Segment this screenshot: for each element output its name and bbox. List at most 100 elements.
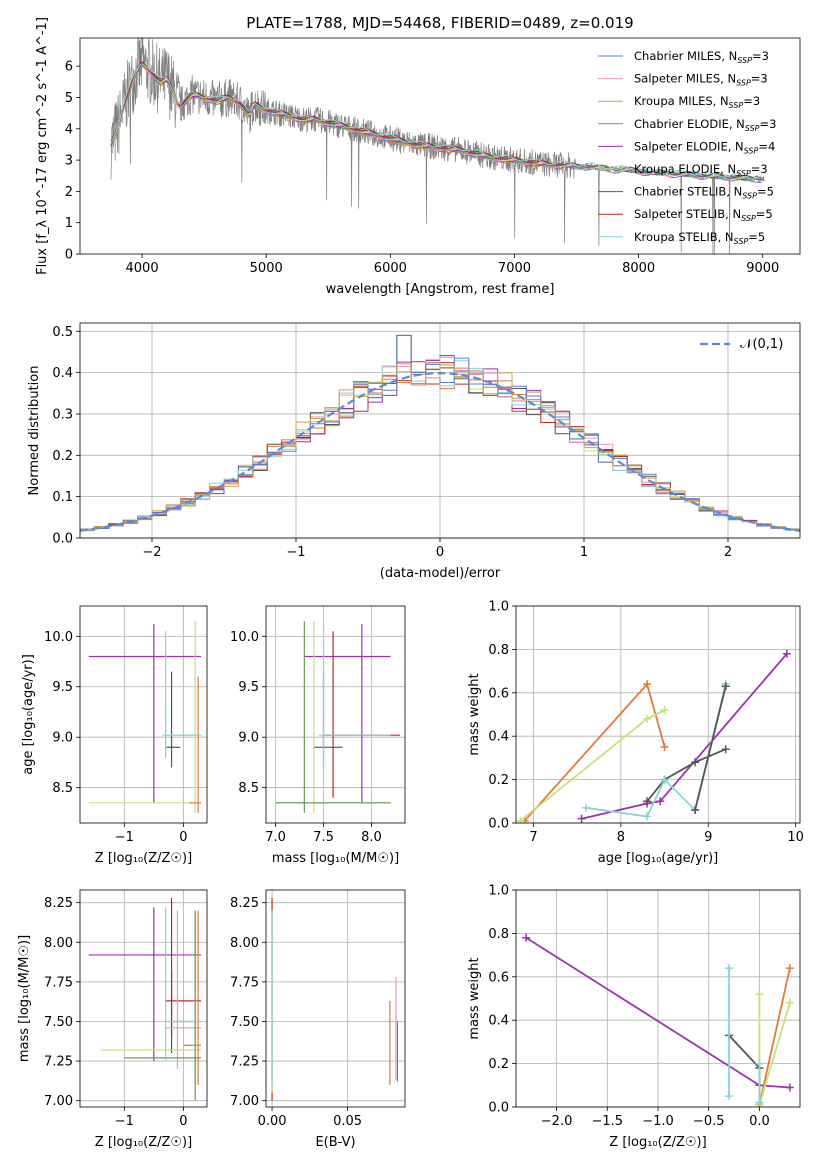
x-tick-label: −2: [142, 545, 161, 560]
weight-point: [516, 816, 525, 823]
legend-label: Chabrier STELIB, NSSP=5: [634, 185, 774, 201]
x-axis-label: (data-model)/error: [380, 566, 501, 581]
y-tick-label: 9.5: [238, 680, 259, 695]
x-tick-label: 5000: [250, 261, 283, 276]
y-tick-label: 0.4: [488, 1014, 509, 1029]
x-axis-label: E(B-V): [315, 1135, 355, 1150]
weight-line: [646, 748, 727, 802]
panel-mass_vs_Z: −1 0 7.00 7.25 7.50 7.75 8.00 8.25 Z [log₁₀(Z/Z☉…: [17, 889, 208, 1150]
x-tick-label: 0.05: [333, 1114, 362, 1129]
y-tick-label: 5: [65, 91, 73, 106]
panel-spectrum: 4000 5000 6000 7000 8000 9000 0 1 2 3 4 5 6 wavelengt…: [35, 17, 801, 297]
y-tick-label: 6: [65, 60, 73, 75]
x-tick-label: 7: [529, 830, 537, 845]
weight-point: [782, 649, 791, 658]
y-tick-label: 7.25: [44, 1055, 73, 1070]
x-tick-label: −0.5: [693, 1114, 725, 1129]
y-tick-label: 8.25: [44, 896, 73, 911]
weight-point: [725, 1092, 733, 1101]
y-tick-label: 0.0: [488, 817, 509, 832]
legend-label: Kroupa ELODIE, NSSP=3: [634, 162, 768, 178]
y-tick-label: 0.2: [52, 449, 73, 464]
y-axis-label: Flux [f_λ 10^-17 erg cm^-2 s^-1 A^-1]: [35, 17, 50, 275]
weight-point: [522, 933, 531, 942]
x-axis-label: age [log₁₀(age/yr)]: [598, 851, 719, 866]
weight-point: [755, 1059, 764, 1068]
axes-frame: [79, 889, 208, 1108]
y-tick-label: 0.8: [488, 927, 509, 942]
y-tick-label: 0.4: [52, 366, 73, 381]
weight-point: [785, 964, 794, 973]
x-tick-label: 0: [436, 545, 444, 560]
model-spectrum: [110, 61, 762, 181]
normal-curve: [80, 371, 800, 532]
y-axis-label: mass weight: [467, 957, 482, 1039]
weight-point: [721, 682, 730, 691]
y-tick-label: 7.00: [44, 1094, 73, 1109]
y-axis-label: age [log₁₀(age/yr)]: [21, 654, 36, 775]
weight-point: [785, 1083, 794, 1092]
y-tick-label: 0.6: [488, 970, 509, 985]
y-tick-label: 10.0: [230, 630, 259, 645]
y-tick-label: 0.3: [52, 407, 73, 422]
x-tick-label: 0: [179, 830, 187, 845]
x-tick-label: 4000: [126, 261, 159, 276]
y-tick-label: 7.00: [230, 1094, 259, 1109]
weight-line: [758, 967, 791, 1105]
y-tick-label: 8.00: [44, 936, 73, 951]
weight-point: [581, 803, 590, 812]
x-tick-label: 1: [580, 545, 588, 560]
weight-point: [721, 745, 730, 754]
weight-point: [643, 812, 652, 821]
weight-point: [643, 797, 652, 806]
weight-line: [758, 1002, 791, 1106]
y-tick-label: 9.5: [52, 680, 73, 695]
plot-area: [80, 334, 800, 538]
y-tick-label: 7.75: [230, 975, 259, 990]
legend-label: Kroupa STELIB, NSSP=5: [634, 230, 765, 246]
weight-point: [725, 964, 733, 973]
x-tick-label: 0.0: [749, 1114, 770, 1129]
y-tick-label: 4: [65, 122, 73, 137]
x-axis-label: wavelength [Angstrom, rest frame]: [326, 282, 555, 297]
y-tick-label: 8.5: [52, 781, 73, 796]
y-tick-label: 1: [65, 216, 73, 231]
x-tick-label: 0.00: [258, 1114, 287, 1129]
weight-point: [643, 680, 652, 689]
x-tick-label: −1: [286, 545, 305, 560]
plot-area: [88, 621, 202, 813]
y-axis-label: mass weight: [467, 673, 482, 755]
y-tick-label: 7.25: [230, 1055, 259, 1070]
axes-frame: [515, 889, 801, 1108]
axes-frame: [79, 605, 208, 824]
x-axis-label: Z [log₁₀(Z/Z☉)]: [95, 851, 192, 866]
x-tick-label: 2: [724, 545, 732, 560]
legend-label: Kroupa MILES, NSSP=3: [634, 94, 760, 110]
weight-point: [660, 706, 669, 715]
weight-line: [694, 686, 727, 811]
weight-point: [691, 805, 700, 814]
panel-mass_vs_ebv: 0.00 0.05 7.00 7.25 7.50 7.75 8.00 8.25 E(B-V): [230, 889, 406, 1150]
y-tick-label: 0.0: [488, 1101, 509, 1116]
y-tick-label: 7.50: [230, 1015, 259, 1030]
weight-point: [755, 990, 764, 999]
x-tick-label: 7.0: [265, 830, 286, 845]
axes-frame: [515, 605, 801, 824]
y-tick-label: 2: [65, 185, 73, 200]
x-tick-label: 0: [179, 1114, 187, 1129]
x-tick-label: −2.0: [541, 1114, 573, 1129]
weight-point: [660, 775, 669, 784]
x-tick-label: 8000: [622, 261, 655, 276]
panel-residuals: −2 −1 0 1 2 0.0 0.1 0.2 0.3 0.4 0.5 (data-model)/er…: [27, 322, 801, 581]
plot-area: [522, 933, 794, 1107]
legend-label: Chabrier MILES, NSSP=3: [634, 49, 769, 65]
weight-point: [660, 743, 669, 752]
x-tick-label: 7000: [498, 261, 531, 276]
weight-point: [656, 797, 665, 806]
plot-area: [271, 897, 399, 1101]
plot-area: [88, 897, 202, 1101]
legend-label: Salpeter MILES, NSSP=3: [634, 72, 768, 88]
plot-area: [110, 38, 766, 254]
residual-histogram: [80, 363, 800, 538]
